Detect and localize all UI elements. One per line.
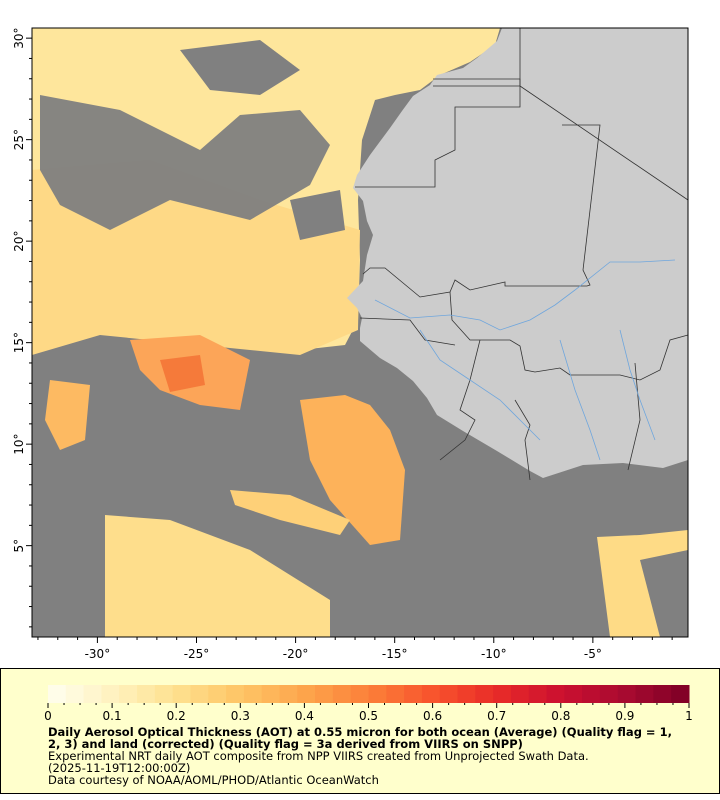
colorbar-swatch xyxy=(368,685,387,703)
colorbar-swatch xyxy=(653,685,672,703)
lon-tick-label: -5° xyxy=(584,647,602,661)
colorbar-swatch xyxy=(119,685,138,703)
lon-tick-label: -10° xyxy=(481,647,507,661)
colorbar-swatch xyxy=(457,685,476,703)
summary: Experimental NRT daily AOT composite fro… xyxy=(48,749,589,763)
colorbar-swatch xyxy=(564,685,583,703)
colorbar-swatch xyxy=(350,685,369,703)
title-line-2: 2, 3) and land (corrected) (Quality flag… xyxy=(48,737,523,751)
colorbar-swatch xyxy=(279,685,298,703)
colorbar-label: 0.6 xyxy=(423,709,442,723)
colorbar-swatch xyxy=(190,685,209,703)
colorbar-label: 1 xyxy=(685,709,693,723)
colorbar-label: 0.7 xyxy=(487,709,506,723)
lon-tick-label: -20° xyxy=(283,647,309,661)
lon-tick-label: -30° xyxy=(85,647,111,661)
colorbar-label: 0.2 xyxy=(167,709,186,723)
lat-tick-label: 30° xyxy=(12,28,26,49)
colorbar-swatch xyxy=(439,685,459,703)
lon-tick-label: -15° xyxy=(382,647,408,661)
colorbar: 0 0.1 0.2 0.3 0.4 0.5 0.6 0.7 0.8 0.9 1 xyxy=(44,685,693,723)
colorbar-swatch xyxy=(493,685,512,703)
colorbar-swatch xyxy=(475,685,494,703)
colorbar-swatch xyxy=(332,685,352,703)
colorbar-swatch xyxy=(48,685,67,703)
lat-tick-label: 25° xyxy=(12,129,26,150)
colorbar-swatch xyxy=(404,685,423,703)
colorbar-label: 0.9 xyxy=(615,709,634,723)
colorbar-swatch xyxy=(421,685,441,703)
lat-tick-label: 20° xyxy=(12,231,26,252)
colorbar-swatch xyxy=(83,685,102,703)
land xyxy=(347,28,688,478)
lat-tick-label: 5° xyxy=(12,539,26,553)
colorbar-label: 0.5 xyxy=(359,709,378,723)
colorbar-swatch xyxy=(528,685,548,703)
colorbar-swatch xyxy=(65,685,85,703)
colorbar-label: 0.8 xyxy=(551,709,570,723)
colorbar-swatch xyxy=(599,685,619,703)
rivers xyxy=(374,259,676,461)
colorbar-swatch xyxy=(582,685,601,703)
colorbar-label: 0.4 xyxy=(295,709,314,723)
colorbar-swatch xyxy=(315,685,334,703)
legend-panel: 0 0.1 0.2 0.3 0.4 0.5 0.6 0.7 0.8 0.9 1 Daily Aero… xyxy=(0,668,720,794)
colorbar-swatch xyxy=(386,685,405,703)
colorbar-swatch xyxy=(635,685,654,703)
colorbar-swatch xyxy=(261,685,280,703)
colorbar-swatch xyxy=(297,685,316,703)
colorbar-swatch xyxy=(510,685,530,703)
lat-tick-label: 10° xyxy=(12,434,26,455)
colorbar-label: 0.3 xyxy=(231,709,250,723)
colorbar-swatch xyxy=(172,685,191,703)
lon-tick-label: -25° xyxy=(184,647,210,661)
map-frame xyxy=(31,27,689,638)
country-borders xyxy=(355,28,689,481)
credit: Data courtesy of NOAA/AOML/PHOD/Atlantic… xyxy=(48,773,379,787)
aerosol-field xyxy=(32,28,688,637)
colorbar-label: 0 xyxy=(44,709,52,723)
colorbar-swatch xyxy=(243,685,263,703)
colorbar-swatch xyxy=(671,685,690,703)
colorbar-swatch xyxy=(137,685,156,703)
map-axes: 30° 25° 20° 15° 10° 5° -30° -25° -20° -15° -10° -5° xyxy=(12,28,673,661)
lat-tick-label: 15° xyxy=(12,332,26,353)
colorbar-swatch xyxy=(226,685,245,703)
colorbar-swatch xyxy=(546,685,565,703)
colorbar-label: 0.1 xyxy=(103,709,122,723)
colorbar-swatch xyxy=(617,685,637,703)
colorbar-swatch xyxy=(101,685,120,703)
colorbar-swatch xyxy=(154,685,174,703)
colorbar-swatch xyxy=(208,685,227,703)
aot-map: 30° 25° 20° 15° 10° 5° -30° -25° -20° -15° -10° -5° xyxy=(12,27,689,661)
timestamp: (2025-11-19T12:00:00Z) xyxy=(48,761,191,775)
title-line-1: Daily Aerosol Optical Thickness (AOT) at… xyxy=(48,725,672,739)
